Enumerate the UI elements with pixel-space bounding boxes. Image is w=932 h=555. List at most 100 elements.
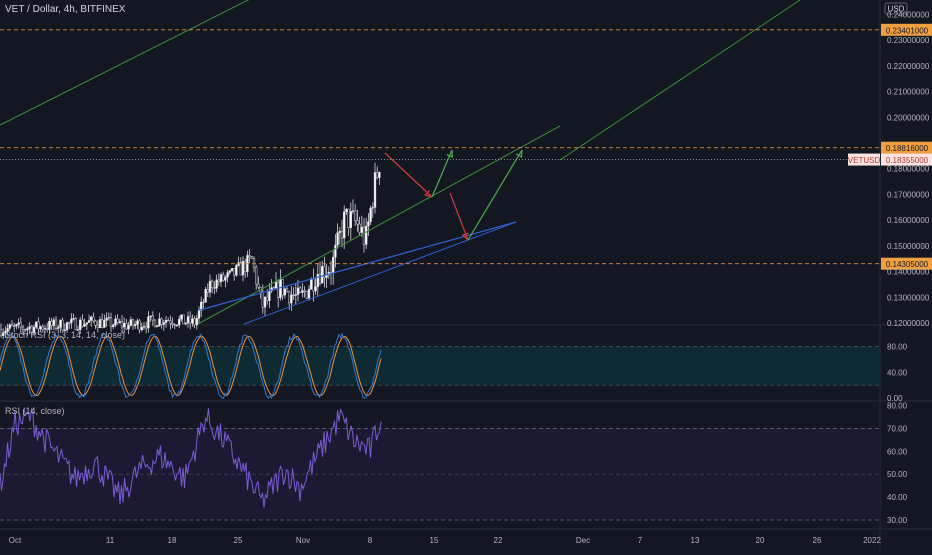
- candle-body: [118, 321, 121, 323]
- support-line: [199, 221, 517, 311]
- candle-body: [178, 318, 181, 326]
- candle-body: [230, 268, 234, 272]
- candle-body: [2, 332, 5, 337]
- candle-body: [277, 281, 280, 298]
- candle-body: [367, 221, 370, 227]
- candle-body: [129, 319, 132, 326]
- candle-body: [92, 316, 95, 322]
- rsi-tick-label: 30.00: [887, 516, 908, 525]
- candle-body: [52, 319, 55, 326]
- candle-body: [184, 322, 187, 325]
- candle-body: [10, 324, 14, 327]
- current-price-tag: [881, 153, 932, 166]
- candle-body: [285, 288, 289, 293]
- candle-body: [134, 324, 137, 326]
- symbol-title[interactable]: VET / Dollar, 4h, BITFINEX: [5, 4, 126, 15]
- candle-body: [219, 274, 223, 283]
- candle-body: [50, 321, 53, 326]
- candle-body: [252, 258, 256, 268]
- candle-body: [142, 326, 146, 328]
- candle-body: [373, 172, 377, 208]
- price-tick-label: 0.24000000: [887, 10, 930, 19]
- candle-body: [303, 290, 306, 292]
- stoch-rsi-label[interactable]: Stoch RSI (3, 3, 14, 14, close): [5, 330, 126, 340]
- candle-body: [123, 322, 126, 328]
- channel-line-right: [559, 0, 801, 161]
- candle-body: [200, 301, 203, 311]
- candle-body: [283, 288, 286, 296]
- currency-box: [884, 2, 908, 15]
- rsi-label[interactable]: RSI (14, close): [5, 406, 65, 416]
- candle-body: [6, 328, 9, 332]
- rsi-line: [0, 408, 382, 508]
- time-tick-label: 2022: [863, 536, 881, 545]
- candle-body: [347, 208, 350, 229]
- candle-body: [120, 321, 124, 328]
- rsi-tick-label: 40.00: [887, 493, 908, 502]
- candle-body: [182, 314, 185, 325]
- stoch-tick-label: 0.00: [887, 394, 903, 403]
- price-tick-label: 0.13000000: [887, 293, 930, 302]
- candle-body: [72, 318, 75, 320]
- candle-body: [65, 322, 69, 331]
- candle-body: [74, 318, 77, 331]
- candle-body: [127, 325, 130, 330]
- stoch-tick-label: 40.00: [887, 368, 908, 377]
- candle-body: [307, 288, 311, 299]
- candle-body: [263, 296, 267, 308]
- candle-body: [288, 291, 291, 304]
- candle-body: [336, 232, 339, 246]
- candle-body: [345, 208, 348, 213]
- rsi-tick-label: 80.00: [887, 401, 908, 410]
- candle-body: [180, 314, 183, 320]
- candle-body: [81, 319, 84, 327]
- stoch-d-line: [0, 335, 382, 397]
- candle-body: [197, 310, 201, 319]
- candle-body: [169, 320, 172, 324]
- channel-line-lower: [197, 125, 561, 325]
- price-pane: [0, 0, 880, 340]
- upper-channel-line: [0, 0, 250, 126]
- candle-body: [321, 266, 324, 284]
- candle-body: [222, 274, 225, 281]
- candle-body: [125, 322, 128, 330]
- candle-body: [149, 315, 152, 318]
- projection-arrow-down-head: [424, 190, 433, 198]
- candle-body: [226, 272, 229, 278]
- time-tick-label: 20: [756, 536, 765, 545]
- candle-body: [292, 294, 295, 297]
- candle-body: [208, 280, 212, 293]
- candle-body: [48, 321, 51, 330]
- candle-body: [215, 279, 218, 289]
- time-scale: Oct 11 18 25 Nov 8 15 22 Dec 7 13 20 26 2022: [9, 536, 882, 545]
- candle-body: [228, 270, 231, 273]
- projection-arrow-down-2-head: [461, 232, 469, 241]
- candle-body: [8, 324, 11, 329]
- candle-body: [13, 325, 16, 328]
- candle-body: [151, 315, 154, 321]
- candle-body: [314, 286, 317, 292]
- candle-body: [213, 287, 216, 289]
- candle-body: [131, 319, 135, 326]
- candle-body: [112, 324, 115, 327]
- candle-body: [250, 256, 253, 259]
- price-tick-label: 0.20000000: [887, 113, 930, 122]
- candle-body: [68, 322, 71, 324]
- level-tag: [881, 141, 932, 154]
- candle-body: [96, 325, 99, 328]
- candle-body: [296, 287, 300, 295]
- time-tick-label: 22: [494, 536, 503, 545]
- rsi-tick-label: 50.00: [887, 470, 908, 479]
- candle-body: [103, 320, 106, 328]
- symbol-name: VETUSD: [848, 156, 881, 165]
- candle-body: [305, 291, 308, 299]
- candle-body: [19, 322, 22, 328]
- candle-body: [173, 324, 176, 326]
- candle-body: [17, 322, 20, 325]
- candle-body: [70, 318, 73, 324]
- candle-body: [0, 329, 3, 337]
- time-tick-label: Oct: [9, 536, 22, 545]
- candle-body: [37, 321, 40, 330]
